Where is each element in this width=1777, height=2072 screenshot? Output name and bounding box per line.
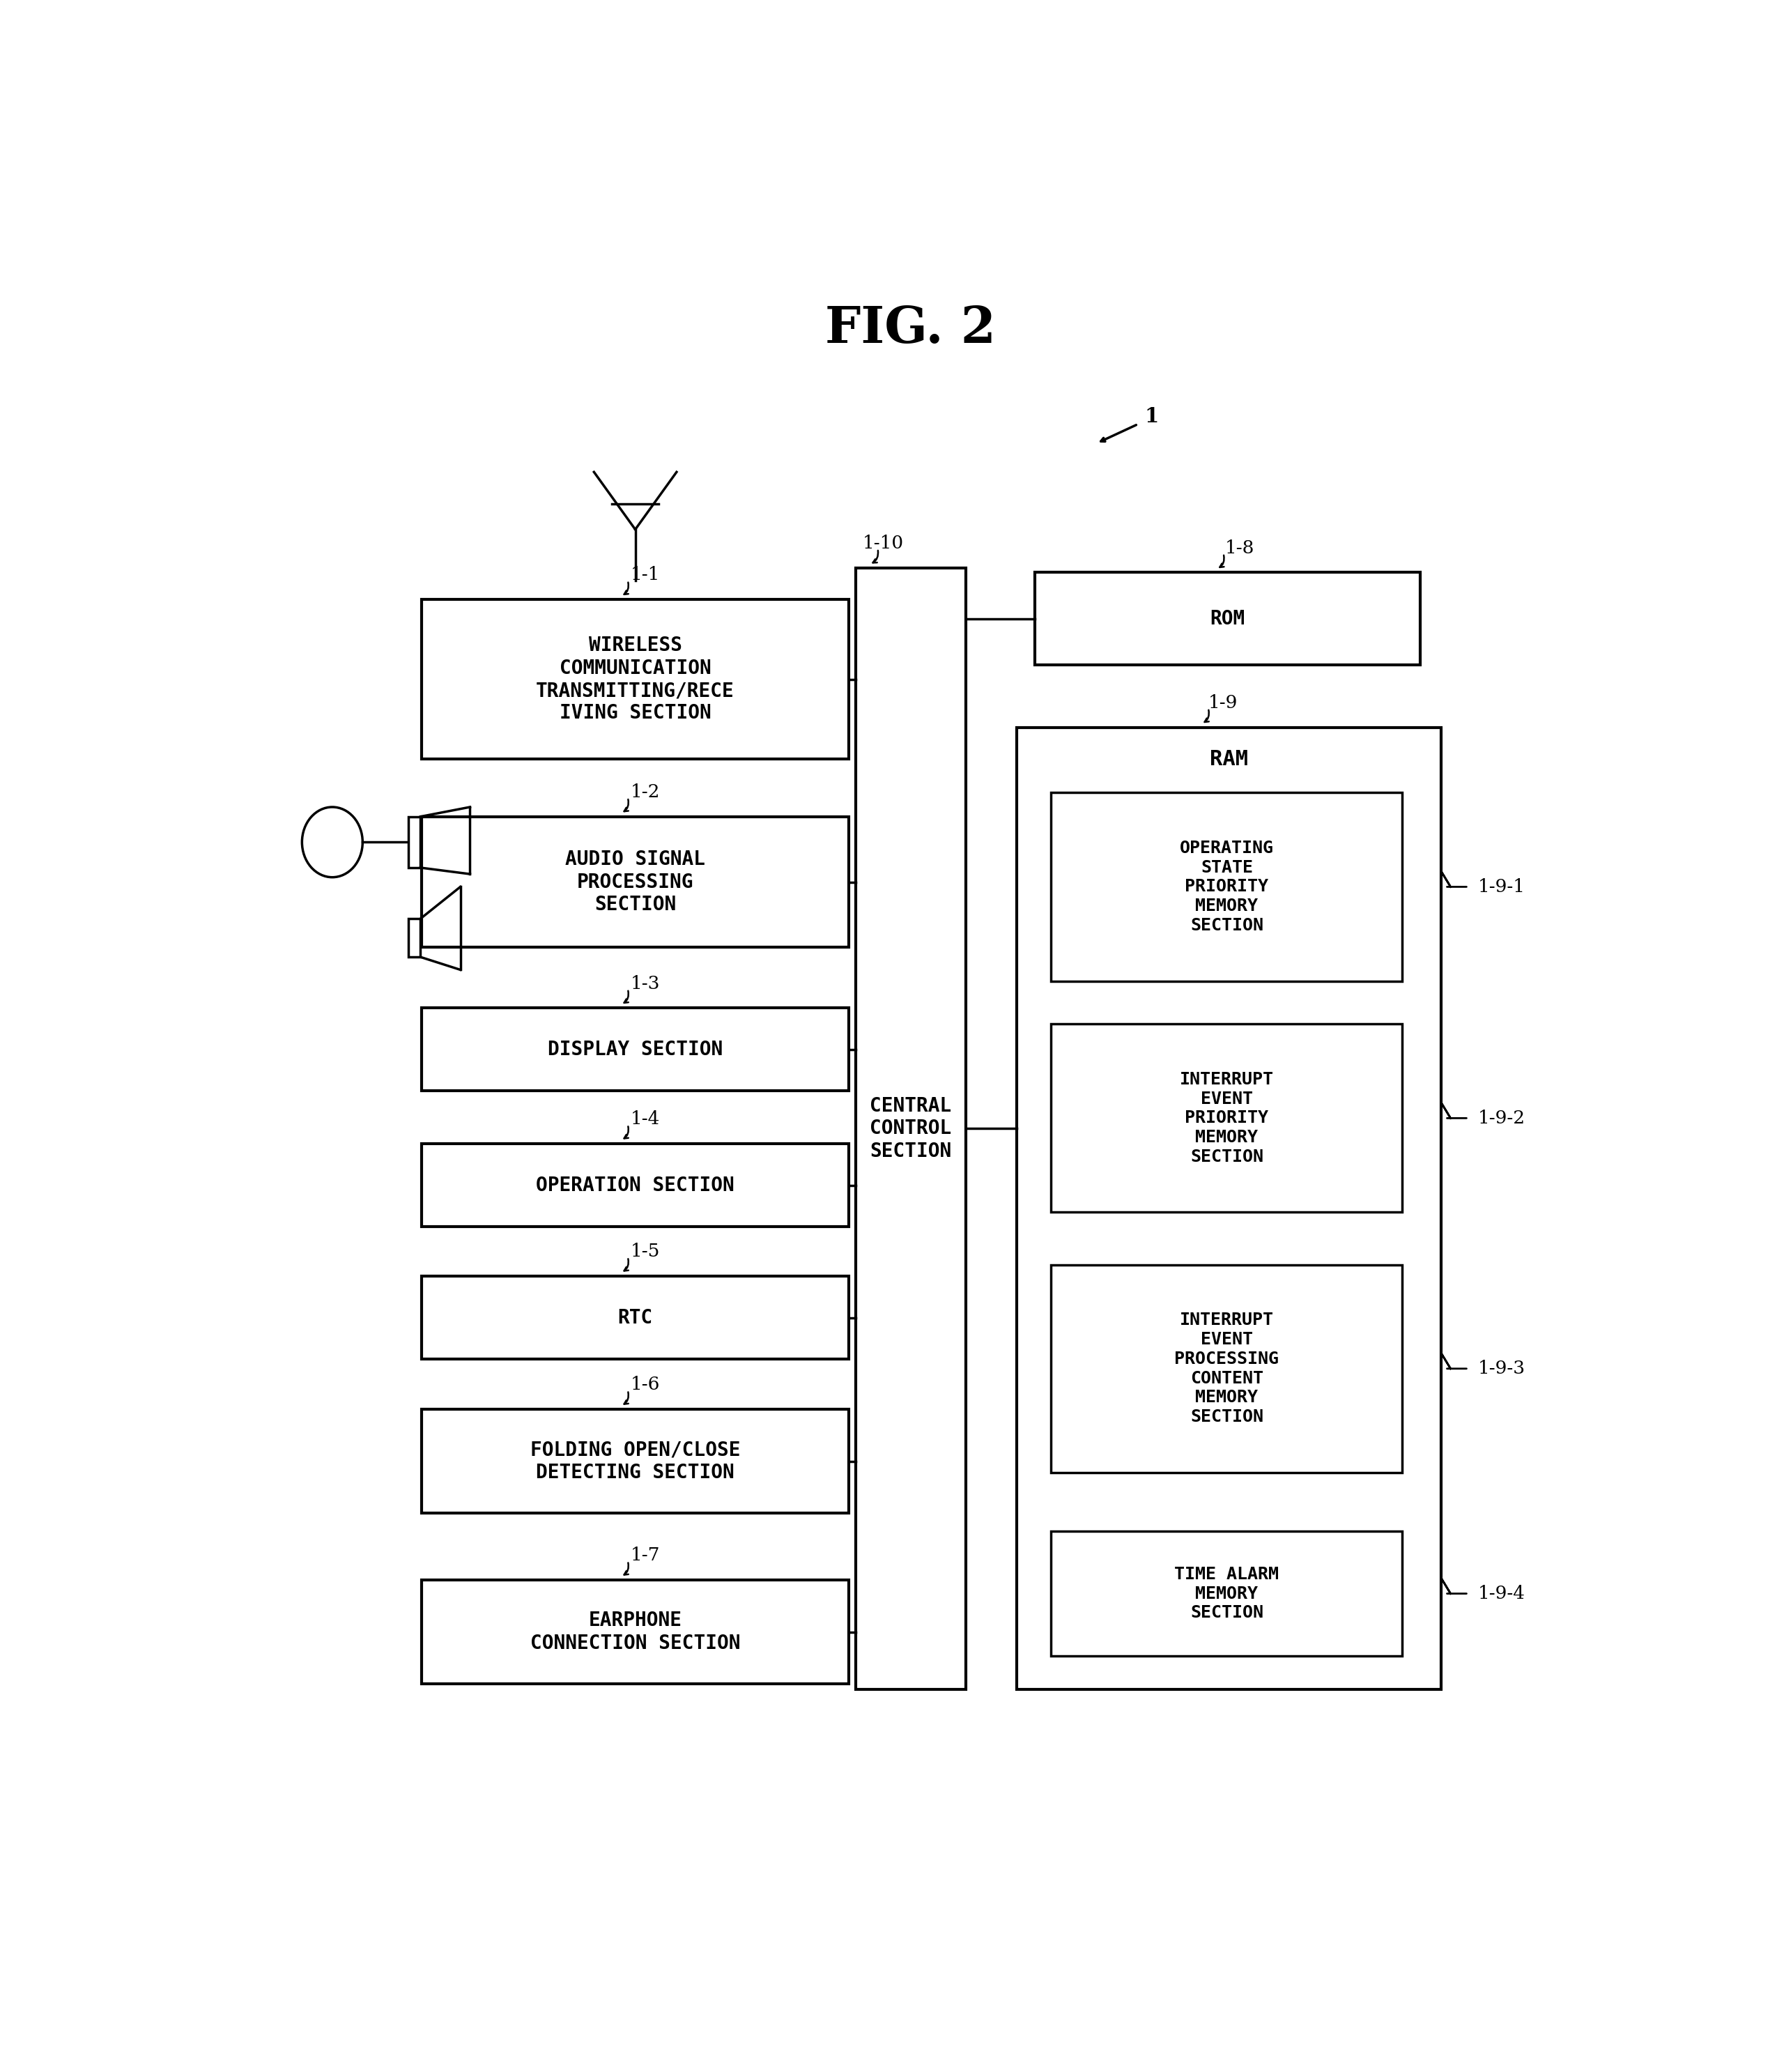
Text: 1-2: 1-2 <box>631 783 659 800</box>
FancyBboxPatch shape <box>421 1409 849 1513</box>
Text: 1-7: 1-7 <box>631 1546 659 1564</box>
Text: 1-9-1: 1-9-1 <box>1478 879 1525 895</box>
Text: INTERRUPT
EVENT
PROCESSING
CONTENT
MEMORY
SECTION: INTERRUPT EVENT PROCESSING CONTENT MEMOR… <box>1175 1312 1279 1426</box>
Text: 1-9: 1-9 <box>1208 694 1239 711</box>
Text: 1: 1 <box>1144 406 1159 427</box>
Text: 1-4: 1-4 <box>631 1111 659 1127</box>
Text: DISPLAY SECTION: DISPLAY SECTION <box>547 1040 723 1059</box>
FancyBboxPatch shape <box>1052 794 1402 980</box>
Text: 1-10: 1-10 <box>862 535 904 551</box>
Text: INTERRUPT
EVENT
PRIORITY
MEMORY
SECTION: INTERRUPT EVENT PRIORITY MEMORY SECTION <box>1180 1071 1274 1164</box>
FancyBboxPatch shape <box>421 1276 849 1359</box>
FancyBboxPatch shape <box>421 1144 849 1227</box>
Text: AUDIO SIGNAL
PROCESSING
SECTION: AUDIO SIGNAL PROCESSING SECTION <box>565 850 705 914</box>
Text: 1-9-3: 1-9-3 <box>1478 1359 1526 1378</box>
Text: 1-9-2: 1-9-2 <box>1478 1109 1526 1127</box>
Text: ROM: ROM <box>1210 609 1246 628</box>
FancyBboxPatch shape <box>421 1581 849 1685</box>
Text: WIRELESS
COMMUNICATION
TRANSMITTING/RECE
IVING SECTION: WIRELESS COMMUNICATION TRANSMITTING/RECE… <box>537 636 734 723</box>
FancyBboxPatch shape <box>857 568 967 1689</box>
Text: FIG. 2: FIG. 2 <box>825 305 997 352</box>
FancyBboxPatch shape <box>409 918 421 957</box>
FancyBboxPatch shape <box>1052 1531 1402 1656</box>
Text: OPERATING
STATE
PRIORITY
MEMORY
SECTION: OPERATING STATE PRIORITY MEMORY SECTION <box>1180 839 1274 934</box>
Text: TIME ALARM
MEMORY
SECTION: TIME ALARM MEMORY SECTION <box>1175 1566 1279 1620</box>
Text: OPERATION SECTION: OPERATION SECTION <box>537 1175 734 1196</box>
FancyBboxPatch shape <box>421 599 849 758</box>
Text: 1-3: 1-3 <box>631 974 659 992</box>
Text: RTC: RTC <box>618 1307 652 1328</box>
FancyBboxPatch shape <box>421 1009 849 1092</box>
Text: FOLDING OPEN/CLOSE
DETECTING SECTION: FOLDING OPEN/CLOSE DETECTING SECTION <box>530 1440 741 1481</box>
Text: RAM: RAM <box>1210 750 1247 769</box>
FancyBboxPatch shape <box>1034 572 1420 665</box>
Text: 1-8: 1-8 <box>1224 539 1255 557</box>
FancyBboxPatch shape <box>1016 727 1441 1689</box>
Text: EARPHONE
CONNECTION SECTION: EARPHONE CONNECTION SECTION <box>530 1610 741 1653</box>
FancyBboxPatch shape <box>1052 1024 1402 1212</box>
Text: CENTRAL
CONTROL
SECTION: CENTRAL CONTROL SECTION <box>871 1096 951 1160</box>
Text: 1-5: 1-5 <box>631 1243 659 1260</box>
FancyBboxPatch shape <box>1052 1264 1402 1473</box>
Text: 1-9-4: 1-9-4 <box>1478 1585 1525 1602</box>
FancyBboxPatch shape <box>421 816 849 947</box>
Text: 1-1: 1-1 <box>631 566 659 584</box>
FancyBboxPatch shape <box>409 816 421 868</box>
Text: 1-6: 1-6 <box>631 1376 659 1392</box>
